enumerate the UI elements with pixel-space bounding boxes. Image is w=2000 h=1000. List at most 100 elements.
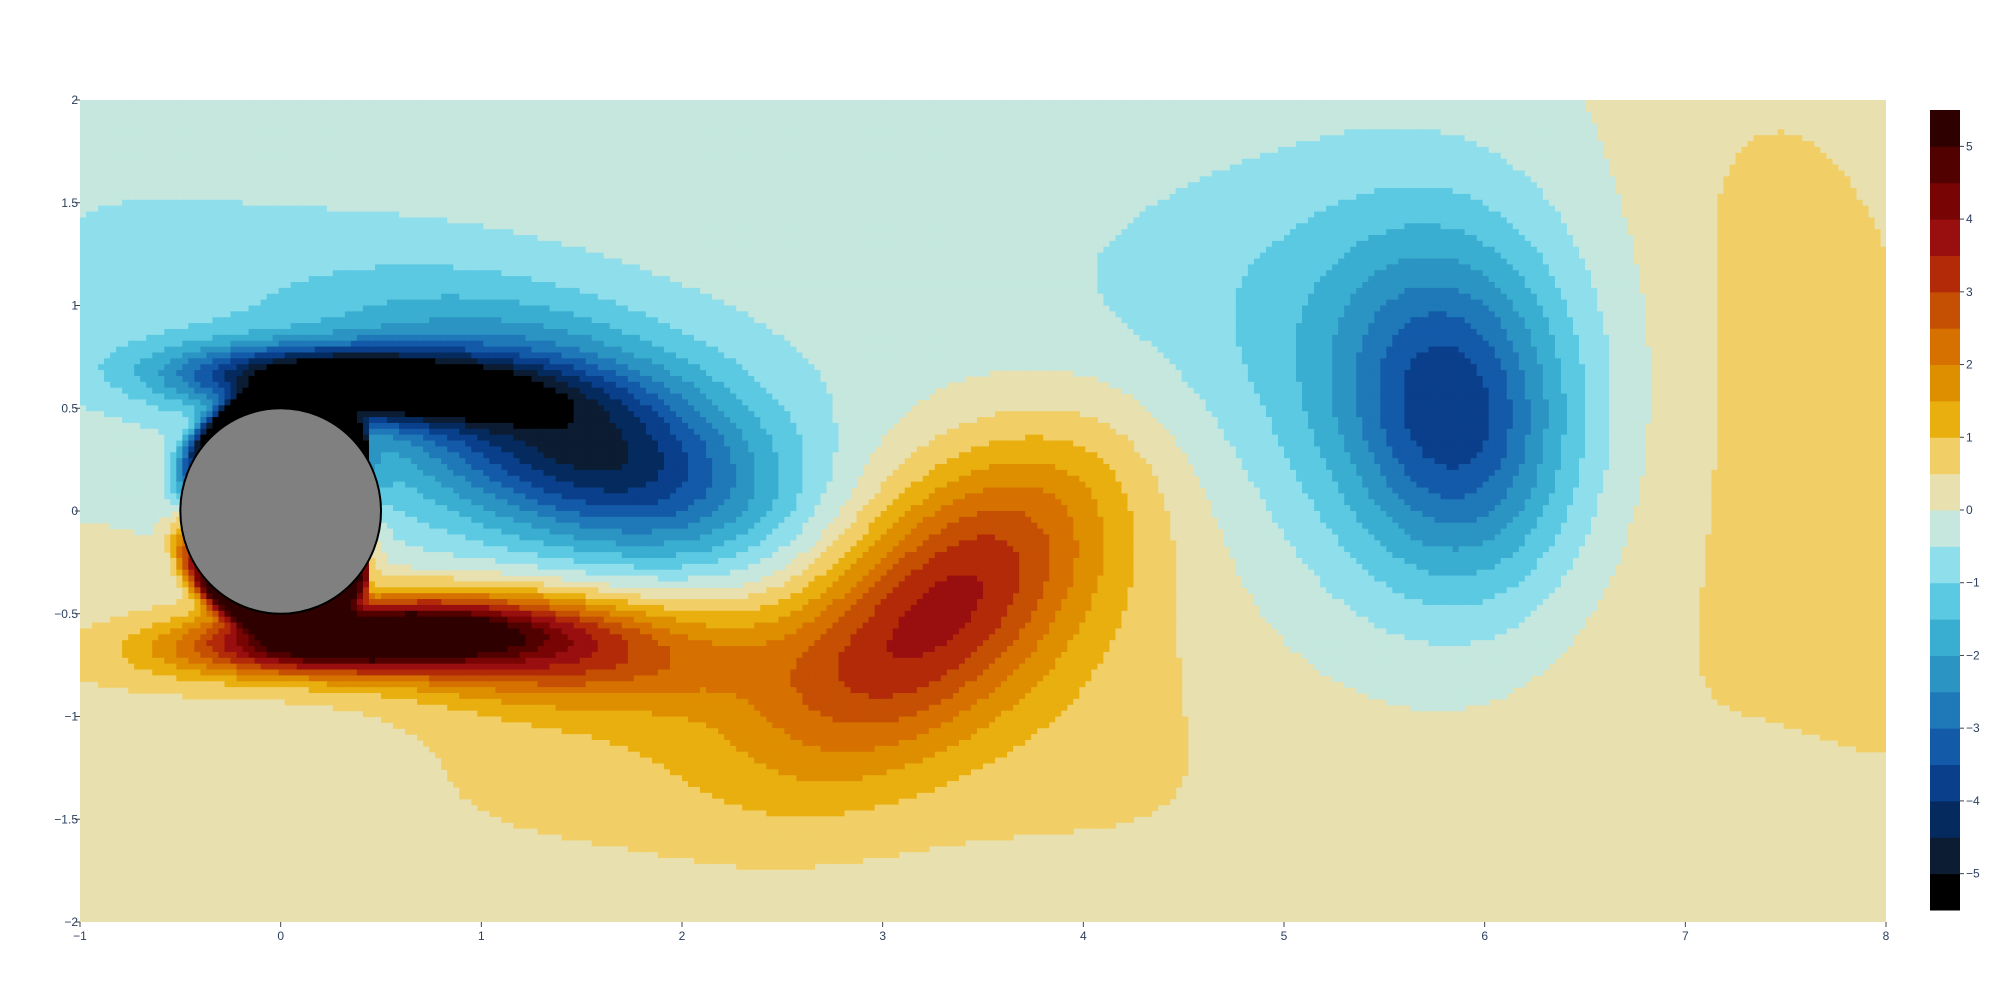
contour-cell — [1247, 176, 1255, 183]
contour-cell — [483, 100, 490, 107]
contour-cell — [1386, 205, 1393, 213]
contour-cell — [1476, 170, 1484, 177]
contour-cell — [934, 105, 942, 113]
contour-cell — [682, 129, 689, 136]
contour-cell — [1512, 158, 1520, 166]
contour-cell — [1440, 164, 1448, 172]
contour-cell — [1253, 146, 1261, 154]
contour-cell — [1031, 182, 1038, 189]
contour-cell — [1554, 170, 1562, 177]
contour-cell — [892, 135, 900, 142]
contour-cell — [989, 170, 996, 177]
contour-cell — [1422, 129, 1430, 136]
contour-cell — [958, 193, 966, 201]
contour-cell — [1458, 129, 1466, 136]
contour-cell — [1380, 141, 1387, 148]
contour-cell — [1145, 152, 1153, 160]
contour-cell — [1308, 129, 1315, 136]
contour-cell — [362, 111, 370, 119]
contour-cell — [1115, 205, 1123, 213]
contour-cell — [338, 170, 346, 177]
contour-cell — [1440, 105, 1448, 113]
contour-cell — [1079, 205, 1086, 213]
contour-cell — [1771, 176, 1779, 183]
contour-cell — [760, 170, 767, 177]
contour-cell — [1458, 170, 1466, 177]
contour-cell — [970, 129, 978, 136]
contour-cell — [194, 105, 201, 113]
contour-cell — [1374, 199, 1381, 207]
contour-cell — [1127, 123, 1135, 130]
contour-cell — [1368, 205, 1375, 213]
contour-cell — [525, 182, 533, 189]
contour-cell — [1025, 152, 1032, 160]
contour-cell — [1199, 105, 1207, 113]
contour-cell — [1187, 164, 1195, 172]
contour-cell — [892, 164, 900, 172]
contour-cell — [1133, 105, 1141, 113]
contour-cell — [465, 199, 472, 207]
contour-cell — [1115, 182, 1123, 189]
contour-cell — [940, 117, 948, 125]
contour-cell — [1031, 123, 1038, 130]
contour-cell — [1259, 193, 1267, 201]
contour-cell — [1585, 188, 1592, 195]
contour-cell — [1001, 193, 1008, 201]
contour-cell — [832, 123, 840, 130]
contour-cell — [350, 111, 358, 119]
contour-cell — [1067, 188, 1074, 195]
contour-cell — [1133, 170, 1141, 177]
contour-cell — [417, 135, 424, 142]
contour-cell — [278, 129, 286, 136]
contour-cell — [832, 205, 840, 213]
contour-cell — [224, 164, 232, 172]
contour-cell — [200, 146, 208, 154]
contour-cell — [1452, 111, 1460, 119]
contour-cell — [934, 141, 942, 148]
contour-cell — [1392, 188, 1399, 195]
contour-cell — [1109, 117, 1117, 125]
contour-cell — [645, 123, 653, 130]
contour-cell — [1007, 105, 1014, 113]
contour-cell — [651, 205, 659, 213]
contour-cell — [814, 141, 822, 148]
contour-cell — [615, 117, 623, 125]
contour-cell — [1001, 182, 1008, 189]
contour-cell — [393, 188, 400, 195]
contour-cell — [1247, 158, 1255, 166]
contour-cell — [1271, 170, 1279, 177]
contour-cell — [718, 170, 725, 177]
contour-cell — [1500, 146, 1508, 154]
contour-cell — [381, 205, 388, 213]
contour-cell — [296, 146, 304, 154]
contour-cell — [1332, 164, 1339, 172]
contour-cell — [784, 182, 791, 189]
contour-cell — [561, 100, 569, 107]
contour-cell — [423, 100, 430, 107]
contour-cell — [1302, 158, 1309, 166]
contour-cell — [730, 170, 737, 177]
contour-cell — [1597, 158, 1604, 166]
contour-cell — [657, 146, 665, 154]
contour-cell — [128, 193, 135, 201]
contour-cell — [1259, 141, 1267, 148]
contour-cell — [332, 141, 340, 148]
contour-cell — [164, 164, 171, 172]
contour-cell — [970, 123, 978, 130]
contour-cell — [254, 135, 262, 142]
contour-cell — [1019, 141, 1026, 148]
contour-cell — [423, 111, 430, 119]
contour-cell — [573, 111, 581, 119]
contour-cell — [682, 199, 689, 207]
contour-cell — [338, 176, 346, 183]
contour-cell — [435, 146, 442, 154]
contour-cell — [1404, 141, 1412, 148]
contour-cell — [742, 152, 749, 160]
contour-cell — [1368, 111, 1375, 119]
contour-cell — [465, 146, 472, 154]
contour-cell — [922, 152, 930, 160]
contour-cell — [417, 188, 424, 195]
contour-cell — [928, 141, 936, 148]
contour-cell — [1560, 117, 1568, 125]
contour-cell — [350, 129, 358, 136]
